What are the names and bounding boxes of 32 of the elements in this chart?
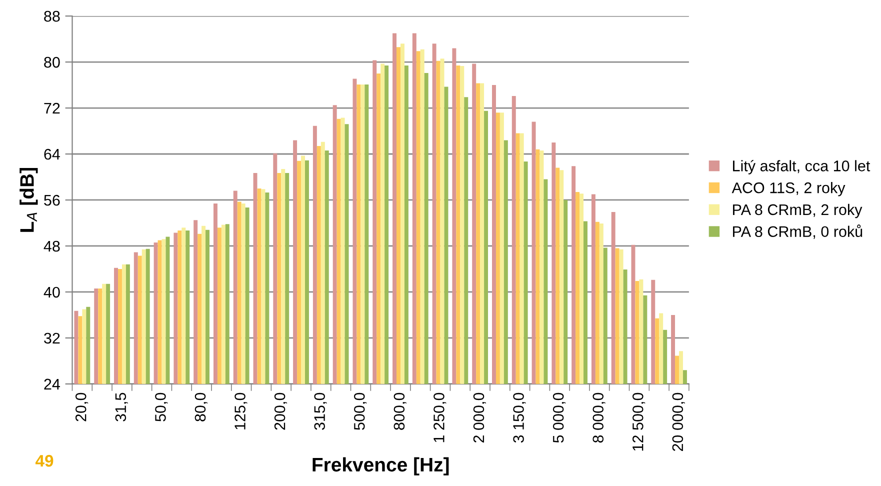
y-axis-title: L$_{A}$ [dB] xyxy=(20,168,38,232)
x-tick-label: 20,0 xyxy=(75,392,88,422)
x-tick-label: 5 000,0 xyxy=(552,392,566,443)
y-tick-label: 40 xyxy=(44,286,60,298)
x-tick-label: 50,0 xyxy=(155,392,168,422)
x-tick-label: 125,0 xyxy=(234,392,248,430)
x-tick-label: 80,0 xyxy=(194,392,208,422)
x-tick-label: 2 000,0 xyxy=(473,392,486,442)
legend-label: PA 8 CRmB, 0 roků xyxy=(733,224,862,239)
y-tick-label: 80 xyxy=(44,56,60,68)
x-tick-label: 500,0 xyxy=(354,392,367,430)
y-tick-label: 48 xyxy=(44,240,60,252)
x-tick-label: 12 500,0 xyxy=(632,392,646,451)
x-axis-title: Frekvence [Hz] xyxy=(312,457,449,476)
y-tick-label: 24 xyxy=(44,378,60,390)
x-tick-label: 3 150,0 xyxy=(513,392,526,443)
x-tick-label: 20 000,0 xyxy=(672,392,685,451)
x-tick-label: 8 000,0 xyxy=(592,392,606,443)
y-tick-label: 64 xyxy=(44,148,60,160)
legend-label: Litý asfalt, cca 10 let xyxy=(733,160,870,174)
x-tick-label: 31,5 xyxy=(115,392,128,422)
legend-label: PA 8 CRmB, 2 roky xyxy=(733,204,862,218)
y-tick-label: 72 xyxy=(44,102,60,114)
x-tick-label: 800,0 xyxy=(394,392,406,430)
text: 49 xyxy=(35,454,54,467)
x-tick-label: 200,0 xyxy=(274,392,288,430)
legend-label: ACO 11S, 2 roky xyxy=(732,182,846,196)
x-tick-label: 315,0 xyxy=(314,392,327,430)
y-tick-label: 56 xyxy=(44,194,60,206)
x-tick-label: 1 250,0 xyxy=(434,392,446,442)
y-tick-label: 88 xyxy=(44,10,60,22)
y-tick-label: 32 xyxy=(44,332,60,344)
